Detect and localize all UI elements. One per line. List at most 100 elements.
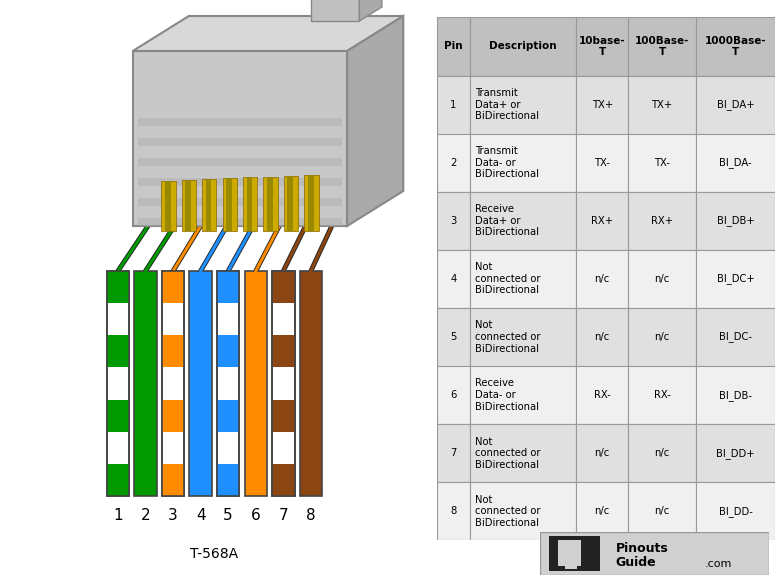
Text: 2: 2 [141, 508, 150, 523]
Bar [138, 118, 342, 126]
Bar [469, 482, 576, 540]
Polygon shape [226, 178, 232, 231]
Bar [576, 250, 629, 308]
Polygon shape [360, 0, 382, 21]
Bar [696, 366, 775, 424]
Text: 10base-
T: 10base- T [579, 35, 625, 58]
Text: .com: .com [705, 560, 733, 569]
Bar [576, 134, 629, 192]
Text: 6: 6 [451, 390, 457, 400]
Text: n/c: n/c [594, 506, 610, 517]
Polygon shape [162, 181, 176, 231]
Bar [629, 424, 696, 482]
Polygon shape [222, 178, 237, 231]
Text: BI_DA+: BI_DA+ [717, 99, 754, 110]
Bar [696, 17, 775, 76]
Text: 100Base-
T: 100Base- T [635, 35, 689, 58]
Bar [469, 366, 576, 424]
Bar [217, 271, 239, 496]
Bar [576, 482, 629, 540]
Bar [437, 366, 469, 424]
Polygon shape [284, 175, 298, 231]
Text: 1000Base-
T: 1000Base- T [705, 35, 767, 58]
Bar [576, 76, 629, 134]
Text: BI_DC+: BI_DC+ [717, 274, 754, 284]
Bar [190, 271, 212, 496]
Text: Transmit
Data- or
BiDirectional: Transmit Data- or BiDirectional [475, 146, 538, 180]
Text: 2: 2 [451, 157, 457, 168]
Bar [106, 335, 129, 367]
Bar [576, 192, 629, 250]
Polygon shape [308, 175, 314, 231]
Bar [549, 536, 600, 571]
Text: TX-: TX- [654, 157, 671, 168]
Bar [437, 192, 469, 250]
Text: BI_DB-: BI_DB- [720, 390, 752, 400]
Bar [565, 564, 577, 569]
Bar [469, 17, 576, 76]
Bar [217, 335, 239, 367]
Bar [106, 400, 129, 432]
Text: BI_DB+: BI_DB+ [717, 216, 754, 226]
Bar [469, 424, 576, 482]
Text: 8: 8 [306, 508, 315, 523]
Text: n/c: n/c [594, 274, 610, 284]
Text: n/c: n/c [654, 506, 670, 517]
Bar [469, 308, 576, 366]
Bar [138, 198, 342, 206]
Text: Not
connected or
BiDirectional: Not connected or BiDirectional [475, 436, 540, 470]
Text: BI_DA-: BI_DA- [720, 157, 752, 168]
Bar [134, 271, 157, 496]
Polygon shape [206, 179, 211, 231]
Bar [696, 250, 775, 308]
Text: 3: 3 [451, 216, 457, 226]
Text: 7: 7 [278, 508, 288, 523]
Bar [245, 271, 267, 496]
Bar [696, 134, 775, 192]
Bar [437, 308, 469, 366]
Bar [272, 335, 294, 367]
Bar [106, 271, 129, 496]
Bar [576, 308, 629, 366]
Text: Transmit
Data+ or
BiDirectional: Transmit Data+ or BiDirectional [475, 88, 538, 121]
Text: BI_DD+: BI_DD+ [716, 448, 755, 458]
Bar [469, 250, 576, 308]
Bar [629, 134, 696, 192]
Text: n/c: n/c [654, 332, 670, 342]
Text: n/c: n/c [654, 274, 670, 284]
Text: RX+: RX+ [651, 216, 674, 226]
Text: Not
connected or
BiDirectional: Not connected or BiDirectional [475, 320, 540, 354]
Bar [437, 250, 469, 308]
Text: Pinouts: Pinouts [615, 541, 668, 555]
Bar [437, 424, 469, 482]
Bar [106, 271, 129, 496]
Text: BI_DD-: BI_DD- [719, 506, 753, 517]
Bar [629, 250, 696, 308]
Polygon shape [133, 16, 403, 51]
Bar [696, 308, 775, 366]
Polygon shape [165, 181, 171, 231]
Text: Guide: Guide [615, 557, 657, 569]
Bar [437, 482, 469, 540]
Bar [162, 464, 184, 496]
Polygon shape [202, 179, 217, 231]
Bar [629, 76, 696, 134]
Bar [133, 51, 347, 226]
Text: 7: 7 [451, 448, 457, 458]
Bar [559, 540, 581, 566]
Text: 1: 1 [451, 99, 457, 110]
Text: Pin: Pin [444, 41, 463, 52]
Text: Not
connected or
BiDirectional: Not connected or BiDirectional [475, 262, 540, 296]
Bar [696, 424, 775, 482]
Polygon shape [287, 175, 293, 231]
Text: RX-: RX- [653, 390, 671, 400]
Text: 8: 8 [451, 506, 457, 517]
Bar [469, 76, 576, 134]
Text: 4: 4 [196, 508, 205, 523]
Text: T-568A: T-568A [190, 547, 239, 561]
Text: 4: 4 [451, 274, 457, 284]
Bar [138, 178, 342, 186]
Text: RX+: RX+ [591, 216, 613, 226]
Bar [106, 464, 129, 496]
Text: n/c: n/c [654, 448, 670, 458]
